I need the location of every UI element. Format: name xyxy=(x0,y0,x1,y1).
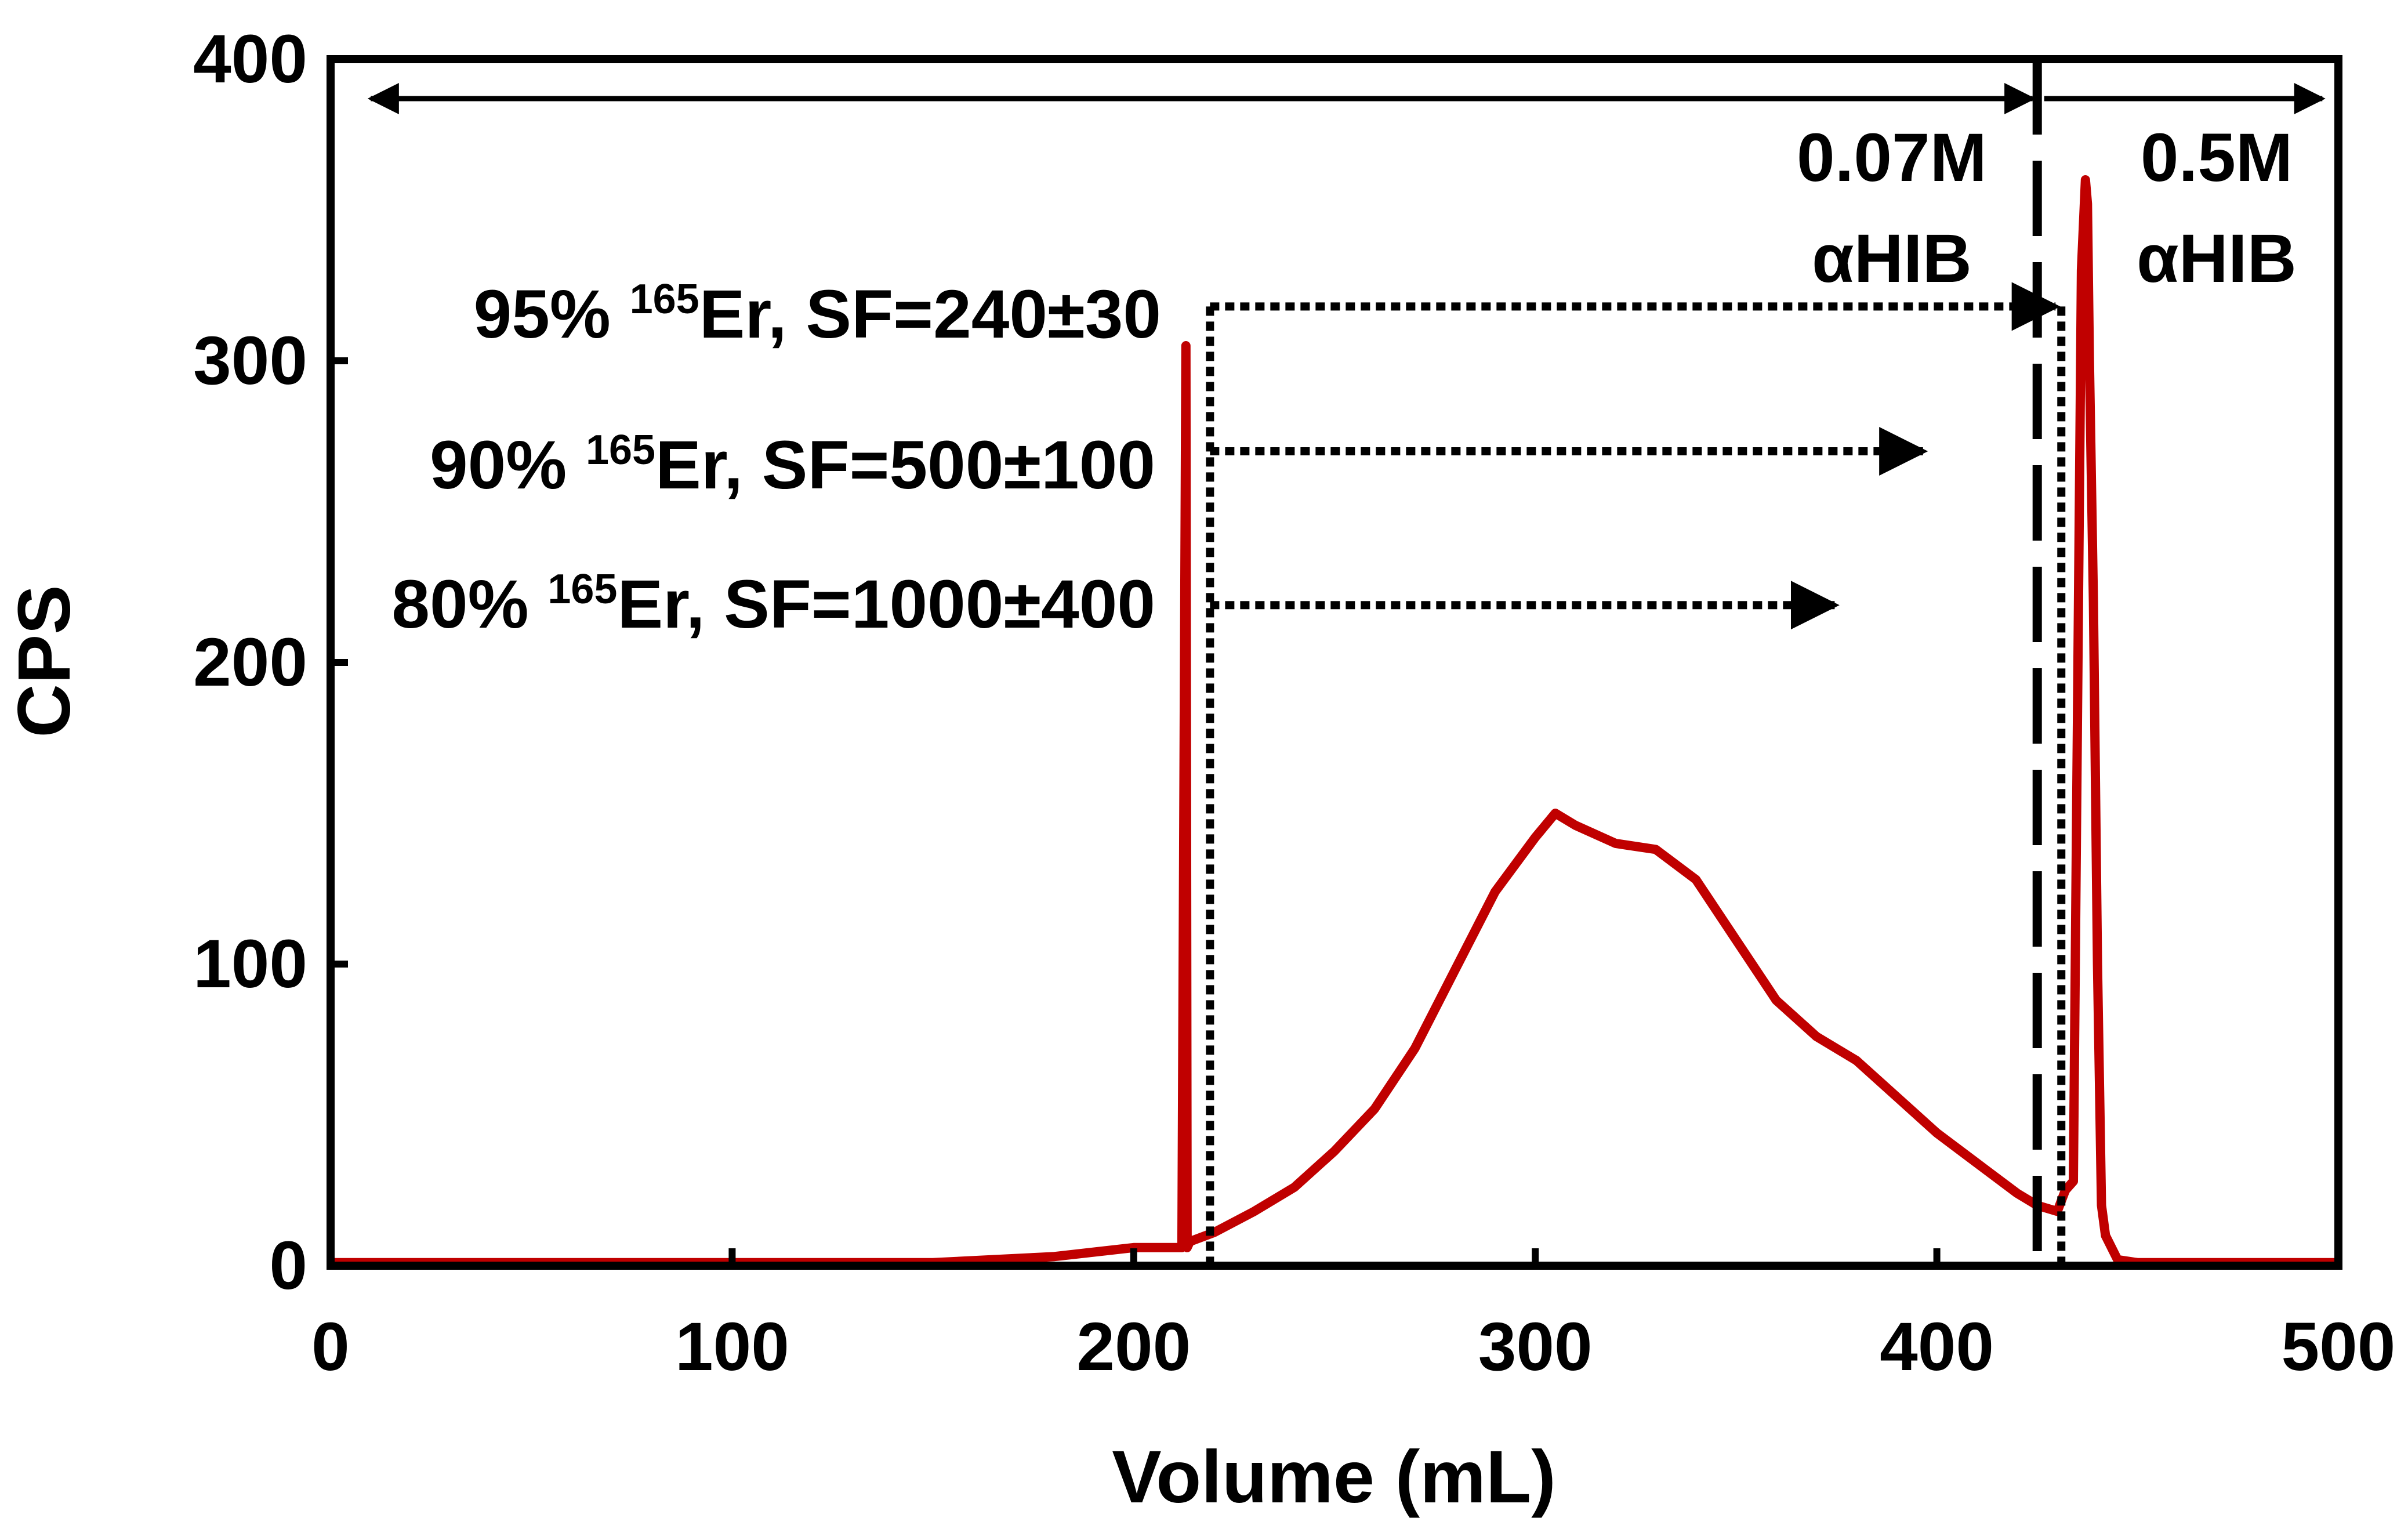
annotation-80-pct: 80% xyxy=(391,566,547,643)
x-tick-label: 0 xyxy=(311,1309,350,1385)
annotation-label-90: 90% 165Er, SF=500±100 xyxy=(430,427,1155,503)
x-tick-label: 300 xyxy=(1478,1309,1593,1385)
annotation-90-rest: Er, SF=500±100 xyxy=(655,427,1155,503)
annotation-90-mass: 165 xyxy=(586,427,655,473)
annotation-80-rest: Er, SF=1000±400 xyxy=(617,566,1155,643)
x-tick-label: 500 xyxy=(2282,1309,2396,1385)
annotation-95-rest: Er, SF=240±30 xyxy=(699,276,1161,353)
y-tick-label: 200 xyxy=(193,624,307,701)
region-label-low-conc-line2: αHIB xyxy=(1812,220,1972,297)
x-tick-label: 400 xyxy=(1880,1309,1994,1385)
axis-ticks: 0 100 200 300 400 500 0 100 200 300 400 xyxy=(193,21,2395,1385)
annotation-label-80: 80% 165Er, SF=1000±400 xyxy=(391,566,1155,643)
y-tick-label: 400 xyxy=(193,21,307,97)
annotation-95-mass: 165 xyxy=(630,276,699,323)
x-tick-label: 200 xyxy=(1076,1309,1191,1385)
annotation-90-pct: 90% xyxy=(430,427,586,503)
x-axis-title: Volume (mL) xyxy=(1112,1436,1556,1519)
y-tick-label: 300 xyxy=(193,323,307,399)
y-axis-title: CPS xyxy=(3,585,86,737)
y-tick-label: 0 xyxy=(269,1227,307,1304)
annotation-95-pct: 95% xyxy=(474,276,630,353)
annotation-label-95: 95% 165Er, SF=240±30 xyxy=(474,276,1161,353)
y-tick-label: 100 xyxy=(193,926,307,1002)
region-label-high-conc-line1: 0.5M xyxy=(2141,119,2293,196)
series-line-er xyxy=(331,175,2338,1267)
x-tick-label: 100 xyxy=(675,1309,789,1385)
annotation-80-mass: 165 xyxy=(547,566,617,613)
region-label-high-conc-line2: αHIB xyxy=(2137,220,2297,297)
region-label-low-conc-line1: 0.07M xyxy=(1797,119,1987,196)
